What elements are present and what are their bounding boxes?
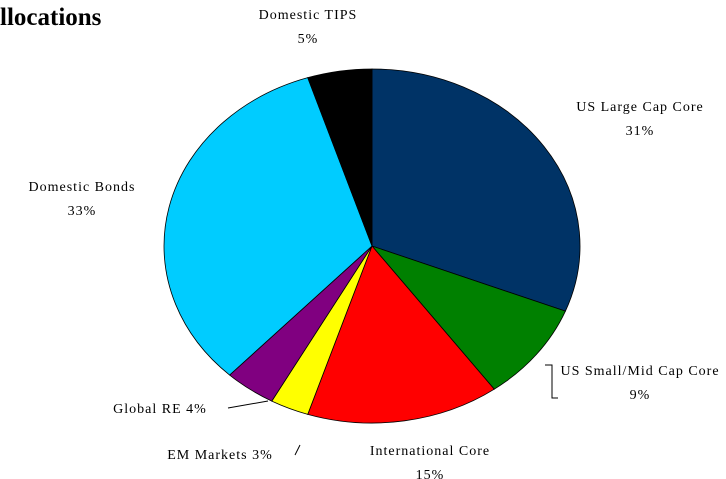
category-label: Domestic TIPS bbox=[258, 8, 358, 23]
data-label: Domestic TIPS 5% bbox=[218, 4, 398, 52]
data-label: EM Markets 3% bbox=[140, 444, 300, 468]
category-label: EM Markets bbox=[167, 448, 248, 463]
leader-line bbox=[294, 444, 301, 456]
leader-line bbox=[227, 400, 269, 409]
data-label: US Small/Mid Cap Core 9% bbox=[560, 360, 720, 408]
value-label: 15% bbox=[415, 468, 445, 479]
value-label: 9% bbox=[629, 388, 651, 403]
value-label: 3% bbox=[252, 448, 273, 463]
category-label: International Core bbox=[369, 444, 491, 459]
pie-slice bbox=[307, 245, 495, 424]
category-label: US Large Cap Core bbox=[576, 100, 704, 115]
data-label: Domestic Bonds 33% bbox=[0, 176, 164, 224]
category-label: US Small/Mid Cap Core bbox=[560, 364, 720, 379]
pie-slice bbox=[163, 77, 373, 376]
pie-slice bbox=[370, 245, 566, 390]
value-label: 33% bbox=[67, 204, 97, 219]
leader-line bbox=[545, 364, 558, 399]
category-label: Domestic Bonds bbox=[28, 180, 136, 195]
value-label: 31% bbox=[625, 124, 655, 139]
pie-slice bbox=[307, 68, 373, 247]
value-label: 4% bbox=[186, 402, 207, 417]
data-label: US Large Cap Core 31% bbox=[560, 96, 720, 144]
pie-slice bbox=[371, 68, 581, 312]
chart-title: llocations bbox=[0, 4, 102, 31]
value-label: 5% bbox=[297, 32, 319, 47]
data-label: International Core 15% bbox=[340, 440, 520, 479]
data-label: Global RE 4% bbox=[90, 398, 230, 422]
category-label: Global RE bbox=[113, 402, 182, 417]
